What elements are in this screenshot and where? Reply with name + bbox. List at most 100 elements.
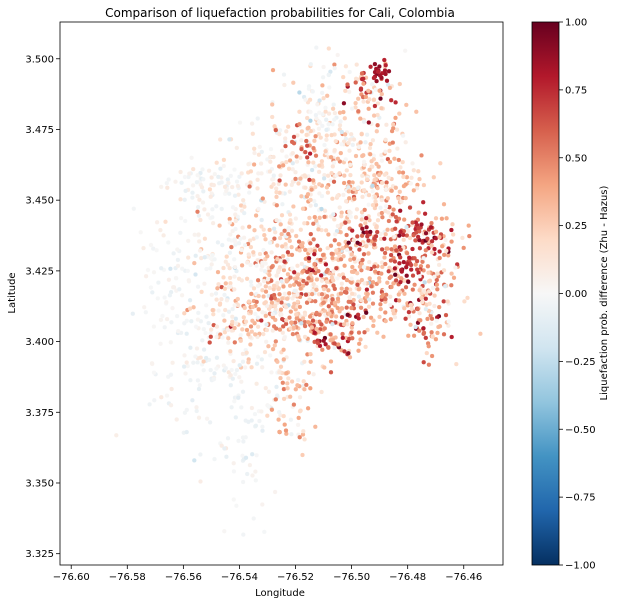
scatter-point [339, 210, 344, 215]
scatter-point [330, 196, 335, 201]
scatter-point [280, 296, 285, 301]
scatter-point [255, 278, 261, 283]
scatter-point [326, 304, 331, 309]
scatter-point [345, 312, 350, 318]
scatter-point [250, 473, 255, 478]
scatter-point [222, 330, 228, 335]
scatter-point [168, 340, 173, 345]
scatter-point [445, 299, 450, 304]
scatter-point [156, 280, 161, 285]
scatter-point [255, 283, 261, 289]
scatter-point [375, 69, 381, 74]
scatter-point [195, 193, 200, 199]
scatter-point [347, 69, 352, 75]
scatter-point [239, 278, 244, 283]
scatter-point [363, 299, 368, 304]
scatter-point [389, 98, 394, 103]
scatter-point [221, 265, 226, 271]
scatter-point [279, 148, 285, 153]
scatter-point [412, 256, 417, 261]
scatter-point [319, 193, 325, 199]
scatter-point [426, 289, 432, 294]
scatter-point [174, 417, 179, 422]
scatter-point [281, 386, 287, 392]
scatter-point [386, 218, 392, 224]
scatter-point [429, 321, 434, 326]
scatter-point [392, 266, 398, 271]
scatter-point [355, 240, 360, 245]
scatter-point [228, 349, 233, 354]
scatter-point [317, 163, 322, 168]
scatter-point [240, 479, 246, 485]
scatter-point [346, 351, 351, 356]
scatter-point [282, 228, 287, 233]
scatter-point [430, 334, 435, 339]
scatter-point [309, 278, 314, 283]
scatter-point [141, 245, 146, 251]
scatter-point [356, 348, 361, 353]
scatter-point [359, 233, 365, 238]
scatter-point [184, 429, 189, 435]
scatter-points [114, 45, 483, 537]
scatter-point [388, 317, 393, 322]
scatter-point [313, 266, 318, 271]
scatter-point [268, 353, 273, 358]
scatter-point [265, 254, 270, 259]
scatter-point [281, 72, 287, 77]
scatter-point [368, 64, 373, 69]
scatter-point [249, 365, 254, 370]
scatter-point [313, 299, 318, 304]
scatter-point [281, 347, 286, 352]
scatter-point [306, 256, 312, 261]
scatter-point [151, 370, 157, 375]
scatter-point [382, 250, 388, 256]
scatter-point [247, 462, 253, 468]
scatter-point [191, 166, 196, 172]
scatter-point [289, 252, 295, 258]
scatter-point [347, 355, 353, 360]
scatter-point [314, 45, 319, 50]
scatter-point [277, 128, 283, 133]
scatter-point [394, 219, 399, 224]
scatter-point [297, 409, 303, 414]
scatter-point [361, 314, 366, 320]
scatter-point [335, 223, 340, 229]
scatter-point [252, 150, 257, 156]
scatter-point [386, 269, 391, 274]
scatter-point [201, 368, 206, 373]
scatter-point [322, 214, 327, 220]
scatter-point [250, 131, 255, 136]
scatter-point [287, 291, 292, 296]
scatter-point [186, 255, 191, 260]
scatter-point [302, 387, 307, 392]
scatter-point [284, 154, 289, 159]
scatter-point [211, 182, 216, 188]
scatter-point [248, 279, 254, 284]
scatter-point [390, 140, 395, 145]
scatter-point [358, 337, 363, 342]
scatter-point [171, 285, 176, 290]
scatter-point [353, 100, 358, 106]
scatter-point [201, 326, 206, 332]
x-tick-label: −76.48 [389, 572, 426, 583]
scatter-point [388, 294, 393, 299]
scatter-point [313, 164, 318, 169]
scatter-point [339, 222, 344, 227]
scatter-point [326, 288, 331, 293]
scatter-point [206, 168, 212, 173]
scatter-point [192, 232, 197, 237]
scatter-point [195, 378, 201, 383]
scatter-point [178, 230, 183, 236]
scatter-point [266, 344, 271, 349]
scatter-point [375, 229, 380, 235]
scatter-point [360, 257, 365, 263]
scatter-point [224, 454, 229, 459]
scatter-point [316, 268, 321, 274]
scatter-point [295, 377, 301, 383]
scatter-point [374, 78, 379, 84]
scatter-point [364, 225, 369, 230]
scatter-point [362, 188, 367, 193]
scatter-point [373, 87, 378, 92]
scatter-point [332, 345, 337, 350]
scatter-point [253, 469, 258, 474]
